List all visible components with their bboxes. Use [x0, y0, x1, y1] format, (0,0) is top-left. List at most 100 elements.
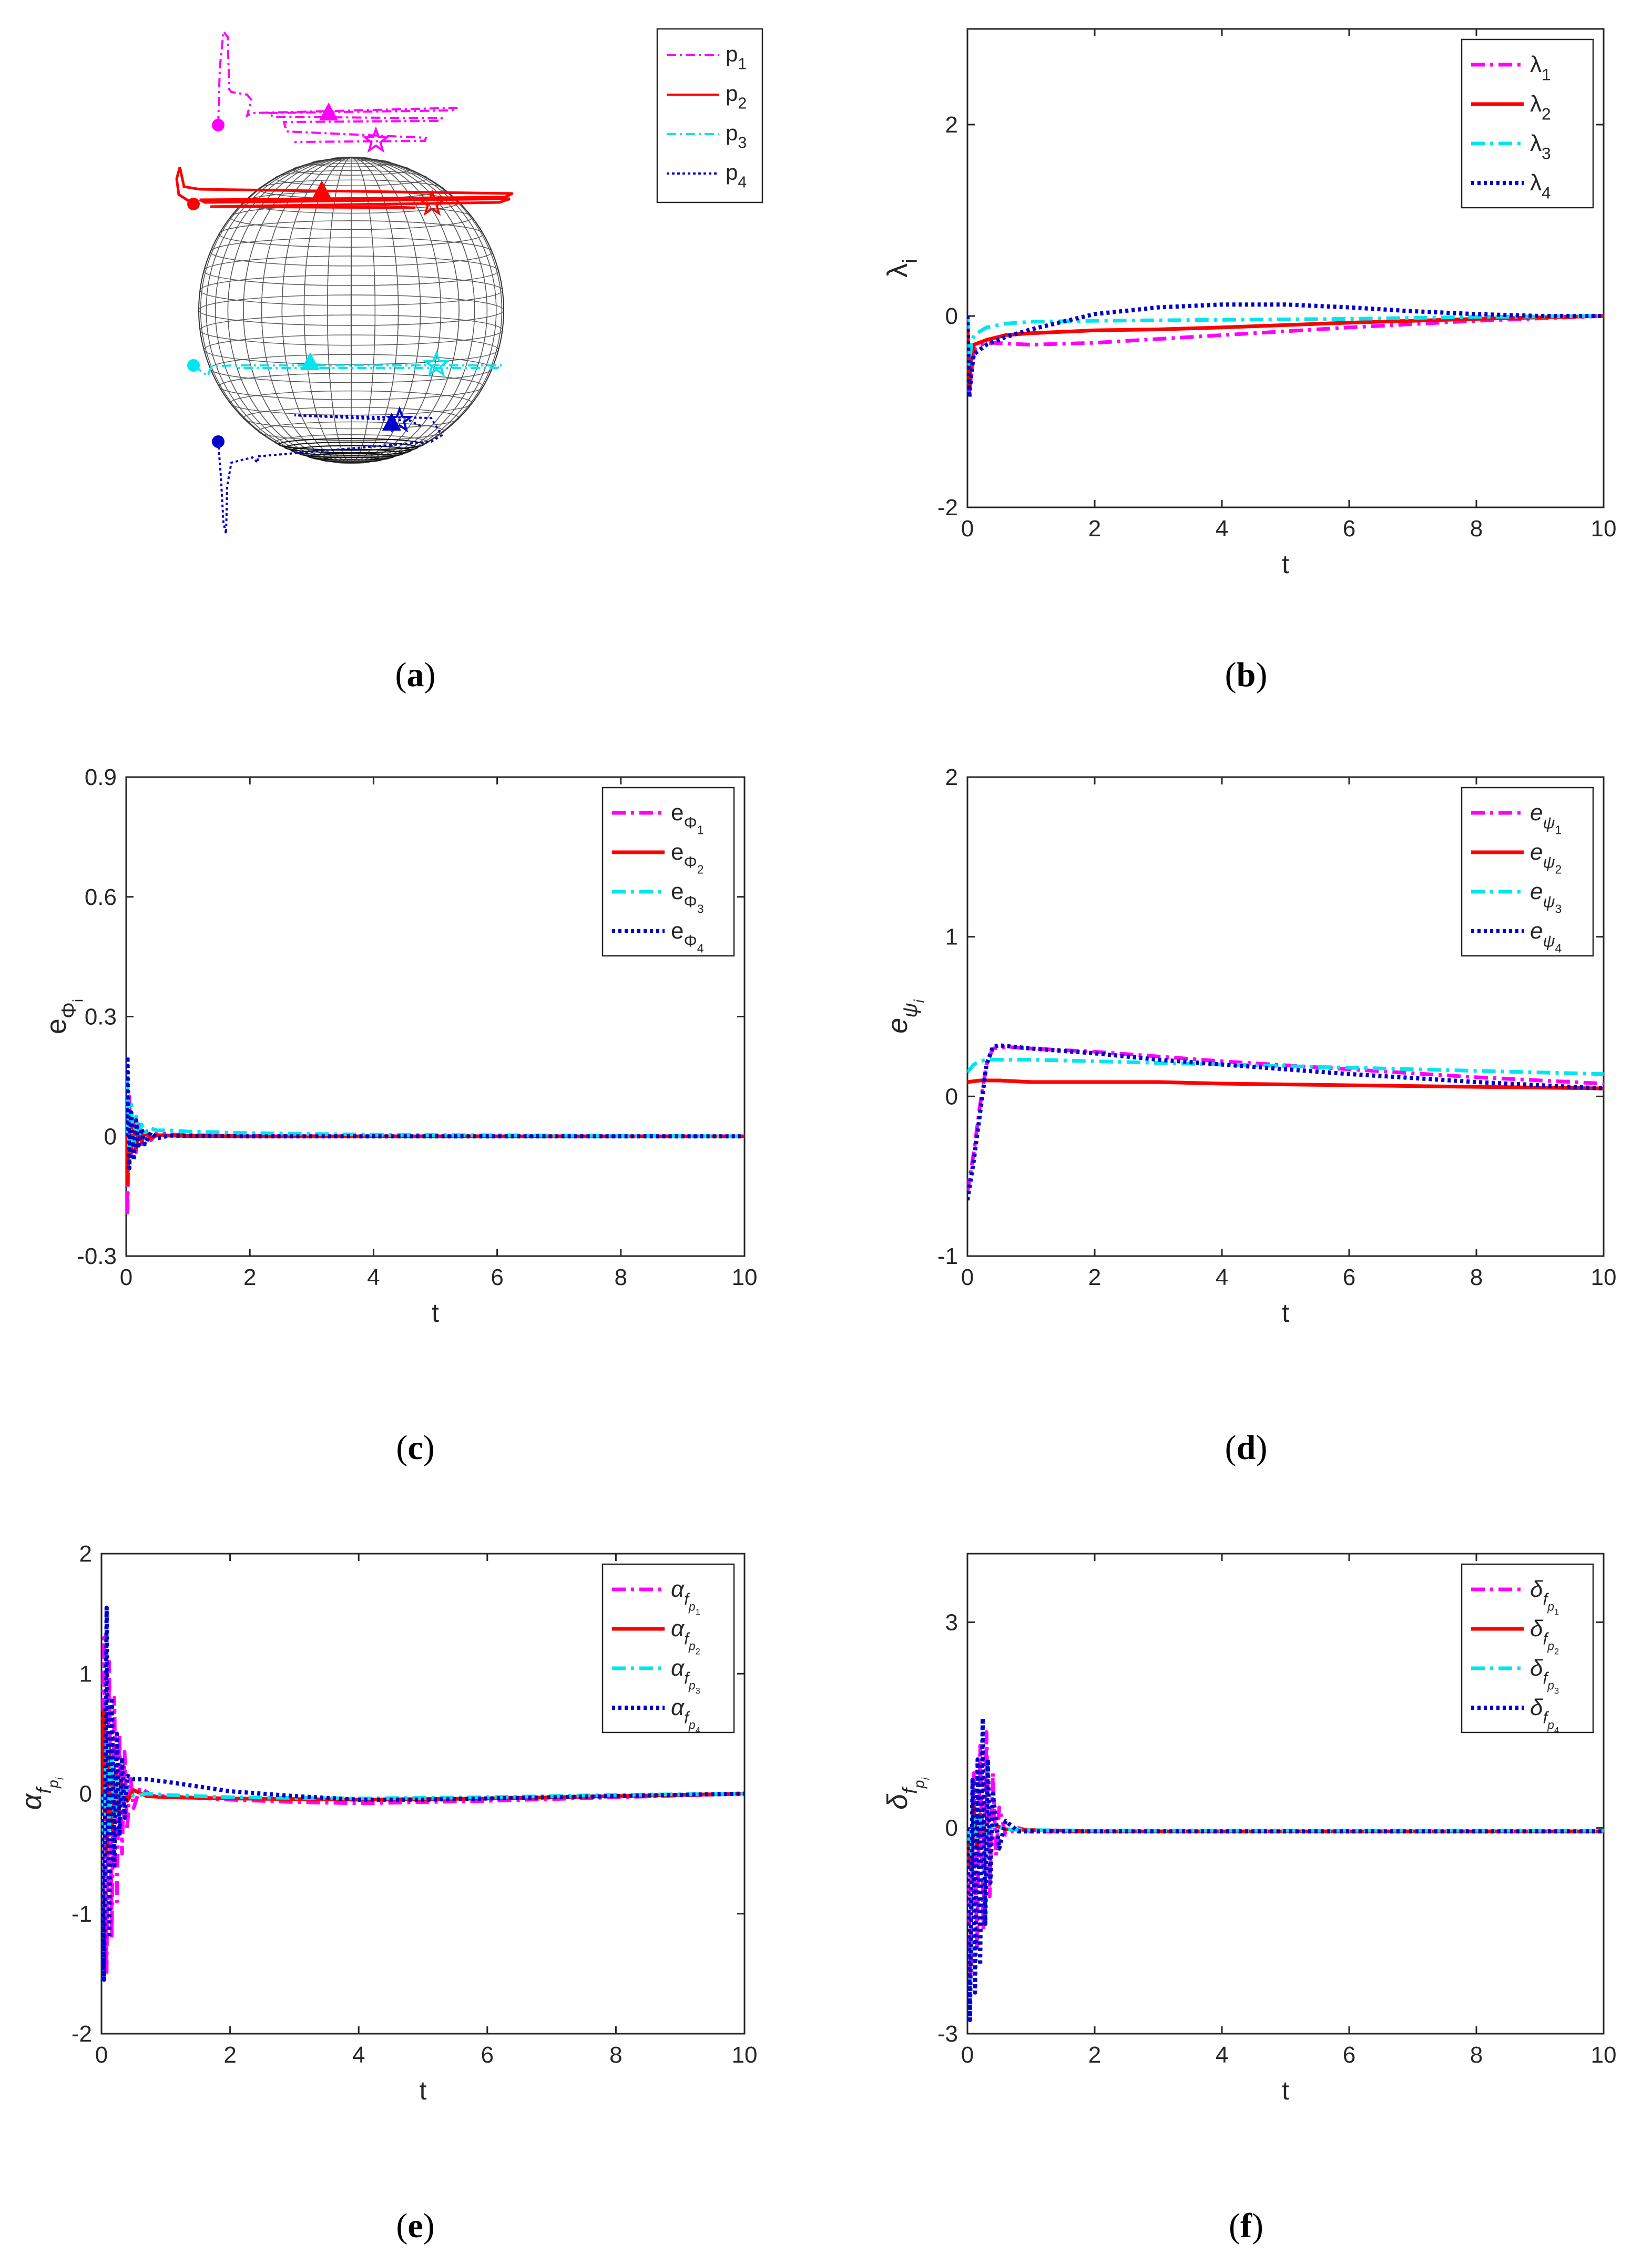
legend-label-d-1-part-0: e: [1530, 800, 1543, 825]
legend-label-f-1-part-2: p: [1547, 1599, 1554, 1613]
y-tick-label-e-1: -1: [72, 1901, 92, 1927]
legend-label-a-1: p1: [726, 42, 747, 73]
caption-open: (: [395, 656, 407, 694]
caption-close: ): [423, 2207, 435, 2245]
legend-label-a-4-part-1: 4: [738, 174, 747, 191]
trajectory-p3: [192, 364, 503, 378]
y-axis-label-d-part-0: e: [882, 1018, 913, 1034]
x-tick-label-f-3: 6: [1343, 2042, 1355, 2068]
y-tick-label-d-1: 0: [945, 1084, 958, 1109]
x-tick-label-f-0: 0: [961, 2042, 974, 2068]
legend-label-f-2-part-3: 2: [1554, 1647, 1559, 1656]
series-line-f-4: [967, 1716, 1604, 2022]
y-axis-label-f-part-2: p: [911, 1780, 927, 1789]
legend-label-b-1-part-0: λ: [1530, 52, 1542, 77]
legend-a: p1 p2 p3 p4: [656, 28, 763, 203]
legend-box-b: [1461, 38, 1594, 209]
legend-label-a-3: p3: [726, 120, 747, 152]
series-line-e-4: [101, 1605, 745, 1982]
x-tick-label-c-0: 0: [120, 1264, 132, 1290]
caption-letter: f: [1240, 2207, 1252, 2245]
target-triangle-p1: [319, 103, 338, 120]
legend-label-c-3: eΦ3: [671, 879, 703, 915]
x-tick-label-f-1: 2: [1088, 2042, 1101, 2068]
legend-label-b-4-part-0: λ: [1530, 170, 1542, 196]
legend-label-c-1-part-0: e: [671, 800, 684, 825]
caption-b: (b): [1225, 656, 1268, 694]
legend-label-d-1-part-1: ψ: [1543, 813, 1555, 832]
legend-label-a-4: p4: [726, 160, 747, 191]
legend-label-c-3-part-0: e: [671, 879, 684, 904]
trajectory-p4: [217, 414, 443, 534]
x-tick-label-c-2: 4: [367, 1264, 380, 1290]
legend-label-f-4-part-2: p: [1547, 1718, 1554, 1731]
legend-label-a-3-part-1: 3: [738, 135, 747, 152]
y-axis-label-e: αfpi: [16, 1777, 66, 1810]
caption-d: (d): [1225, 1429, 1268, 1467]
caption-e: (e): [396, 2207, 434, 2245]
legend-label-d-1-part-2: 1: [1555, 823, 1562, 837]
y-axis-label-e-part-3: i: [54, 1777, 66, 1780]
sphere-outline: [198, 157, 504, 463]
y-tick-label-b-0: -2: [937, 495, 958, 521]
legend-label-b-2: λ2: [1530, 91, 1551, 123]
series-line-d-2: [967, 1078, 1604, 1090]
caption-open: (: [1225, 656, 1237, 694]
caption-c: (c): [396, 1429, 434, 1467]
y-axis-label-b: λi: [882, 259, 922, 278]
x-tick-label-d-4: 8: [1470, 1264, 1483, 1290]
y-axis-label-e-part-2: p: [45, 1780, 62, 1789]
y-tick-label-b-2: 2: [945, 112, 958, 138]
legend-label-a-3-part-0: p: [726, 120, 738, 145]
x-tick-label-b-2: 4: [1216, 516, 1228, 542]
legend-label-c-4-part-1: Φ: [684, 931, 697, 950]
legend-label-d-4-part-0: e: [1530, 918, 1543, 944]
legend-label-f-3-part-3: 3: [1554, 1686, 1559, 1696]
y-axis-label-b-part-0: λ: [882, 263, 913, 278]
y-axis-label-c-part-2: i: [70, 999, 86, 1002]
y-axis-label-e-part-0: α: [16, 1792, 47, 1810]
x-tick-label-b-4: 8: [1470, 516, 1483, 542]
y-tick-label-f-1: 0: [945, 1816, 958, 1841]
y-axis-label-c-part-1: Φ: [58, 1002, 80, 1018]
y-axis-label-group-b: λi: [882, 259, 922, 278]
y-axis-label-f-part-3: i: [920, 1778, 932, 1780]
legend-label-f-1-part-0: δ: [1530, 1576, 1543, 1602]
y-axis-label-f: δfpi: [882, 1778, 932, 1810]
y-tick-label-e-2: 0: [79, 1781, 92, 1807]
target-triangle-p4: [382, 413, 401, 431]
x-axis-label-f: t: [1282, 2076, 1289, 2105]
series-line-c-4: [126, 1054, 745, 1170]
y-tick-label-e-4: 2: [79, 1541, 92, 1567]
x-tick-label-e-4: 8: [609, 2042, 622, 2068]
series-line-b-2: [967, 314, 1604, 390]
legend-label-c-4-part-2: 4: [697, 941, 704, 955]
x-axis-label-b: t: [1282, 549, 1289, 579]
legend-label-d-3-part-2: 3: [1555, 902, 1562, 915]
caption-open: (: [396, 1429, 407, 1467]
start-marker-p2: [187, 198, 200, 210]
x-tick-label-d-0: 0: [961, 1264, 974, 1290]
legend-label-d-2-part-0: e: [1530, 839, 1543, 865]
star-marker-p3: [422, 350, 451, 377]
legend-label-c-4: eΦ4: [671, 918, 704, 955]
caption-close: ): [1256, 656, 1267, 694]
y-axis-label-group-f: δfpi: [882, 1778, 932, 1810]
legend-label-c-3-part-1: Φ: [684, 892, 697, 911]
legend-label-a-2-part-1: 2: [738, 95, 747, 113]
caption-letter: e: [407, 2207, 423, 2245]
trajectory-p1: [217, 28, 458, 143]
x-axis-label-e: t: [420, 2076, 427, 2105]
y-axis-label-d: eψi: [882, 999, 927, 1033]
caption-close: ): [1252, 2207, 1263, 2245]
legend-label-f-1: δfp1: [1530, 1576, 1559, 1617]
legend-label-e-2-part-3: 2: [696, 1647, 700, 1656]
legend-box-c: [601, 787, 735, 957]
